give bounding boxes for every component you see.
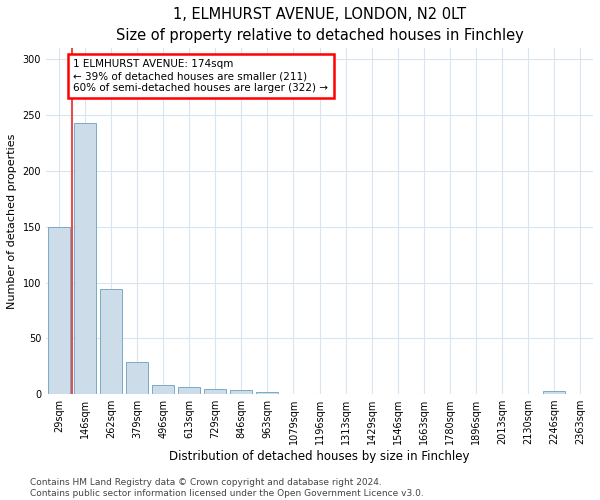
X-axis label: Distribution of detached houses by size in Finchley: Distribution of detached houses by size … bbox=[169, 450, 470, 463]
Y-axis label: Number of detached properties: Number of detached properties bbox=[7, 134, 17, 309]
Title: 1, ELMHURST AVENUE, LONDON, N2 0LT
Size of property relative to detached houses : 1, ELMHURST AVENUE, LONDON, N2 0LT Size … bbox=[116, 7, 523, 43]
Bar bbox=[256, 392, 278, 394]
Bar bbox=[152, 385, 174, 394]
Text: Contains HM Land Registry data © Crown copyright and database right 2024.
Contai: Contains HM Land Registry data © Crown c… bbox=[30, 478, 424, 498]
Bar bbox=[230, 390, 253, 394]
Bar bbox=[48, 227, 70, 394]
Bar bbox=[204, 388, 226, 394]
Bar bbox=[178, 388, 200, 394]
Bar bbox=[74, 123, 96, 394]
Bar bbox=[543, 391, 565, 394]
Bar bbox=[100, 290, 122, 394]
Bar bbox=[126, 362, 148, 394]
Text: 1 ELMHURST AVENUE: 174sqm
← 39% of detached houses are smaller (211)
60% of semi: 1 ELMHURST AVENUE: 174sqm ← 39% of detac… bbox=[73, 60, 328, 92]
